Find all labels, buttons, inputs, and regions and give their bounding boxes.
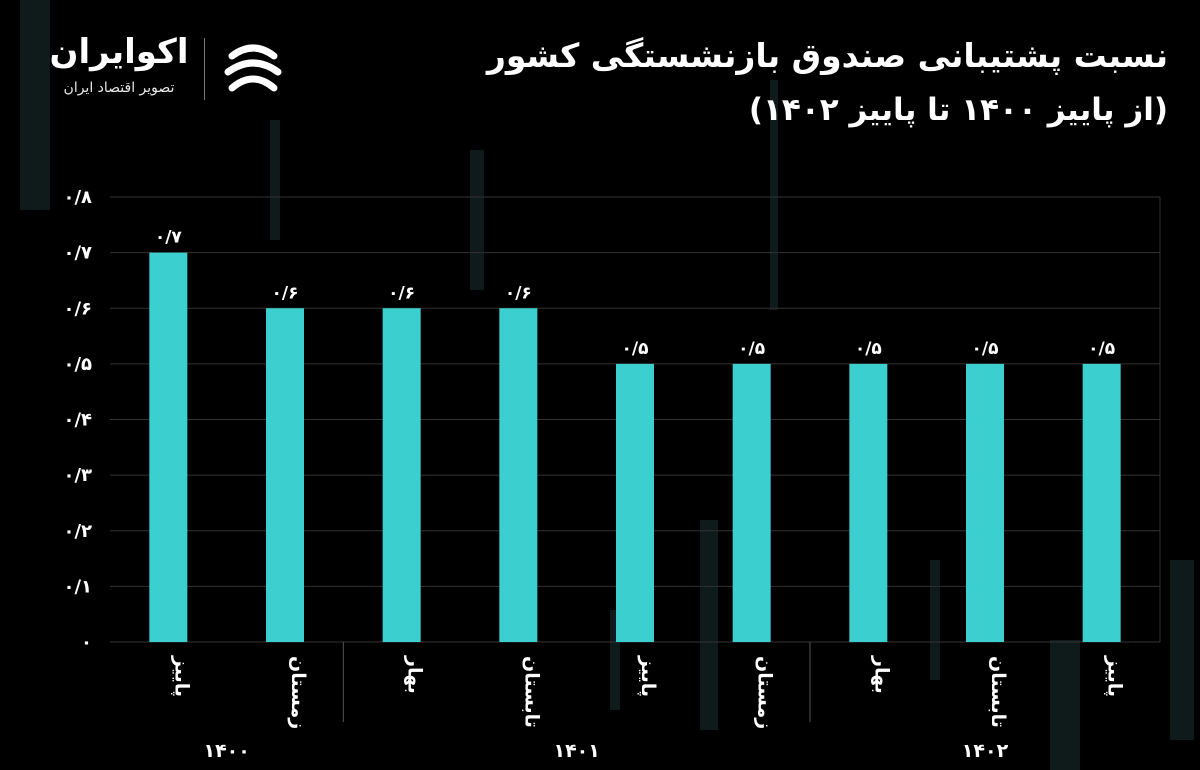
ecoiran-logo-mark-icon [224,44,282,92]
x-tick-label: پاییز [170,655,192,697]
year-group-label: ۱۴۰۲ [962,740,1009,762]
bar-value-label: ۰/۷ [155,228,183,248]
y-tick-label: ۰/۷ [63,243,92,264]
x-tick-label: بهار [404,655,426,694]
y-tick-label: ۰/۱ [63,576,92,597]
background-bar [470,150,484,290]
background-bar [1170,560,1194,740]
logo-tagline: تصویر اقتصاد ایران [63,80,175,96]
background-bar [270,120,280,240]
y-tick-label: ۰/۲ [63,521,92,542]
bar-value-label: ۰/۵ [622,339,649,359]
bar-value-label: ۰/۶ [272,283,299,303]
x-tick-label: زمستان [754,656,776,729]
chart-title: نسبت پشتیبانی صندوق بازنشستگی کشور [486,36,1168,75]
x-tick-label: زمستان [287,656,309,729]
ecoiran-logo: اکوایران تصویر اقتصاد ایران [44,28,304,108]
background-bar [610,610,620,710]
bar [616,363,654,642]
bar [732,363,771,642]
year-group-label: ۱۴۰۰ [203,740,249,762]
y-tick-label: ۰/۸ [63,187,92,208]
x-tick-label: بهار [870,655,892,694]
bar-value-label: ۰/۶ [388,283,415,303]
x-tick-label: تابستان [987,656,1009,728]
chart-subtitle: (از پاییز ۱۴۰۰ تا پاییز ۱۴۰۲) [748,92,1168,128]
bar [499,308,538,642]
background-bar [20,0,50,210]
bar-value-label: ۰/۶ [505,283,532,303]
bar [382,308,421,642]
bar [1082,363,1121,642]
y-tick-label: ۰ [81,632,92,653]
y-tick-label: ۰/۳ [63,465,92,486]
bar-value-label: ۰/۵ [1088,339,1115,359]
bar [966,363,1004,642]
x-tick-label: پاییز [1104,655,1126,697]
bar [149,252,188,642]
y-tick-label: ۰/۴ [63,410,92,431]
y-tick-label: ۰/۶ [63,298,92,319]
x-tick-label: تابستان [520,656,542,728]
logo-name: اکوایران [49,32,189,72]
x-tick-label: پاییز [637,655,659,697]
background-bar [1050,640,1080,770]
logo-divider [204,38,205,100]
bar [849,363,888,642]
y-tick-label: ۰/۵ [63,354,92,375]
year-group-label: ۱۴۰۱ [553,740,599,762]
bar-value-label: ۰/۵ [738,339,765,359]
bar [266,308,304,642]
background-bar [700,520,718,730]
bar-value-label: ۰/۵ [972,339,999,359]
bar-value-label: ۰/۵ [855,339,882,359]
background-bar [770,80,778,310]
background-bar [930,560,940,680]
